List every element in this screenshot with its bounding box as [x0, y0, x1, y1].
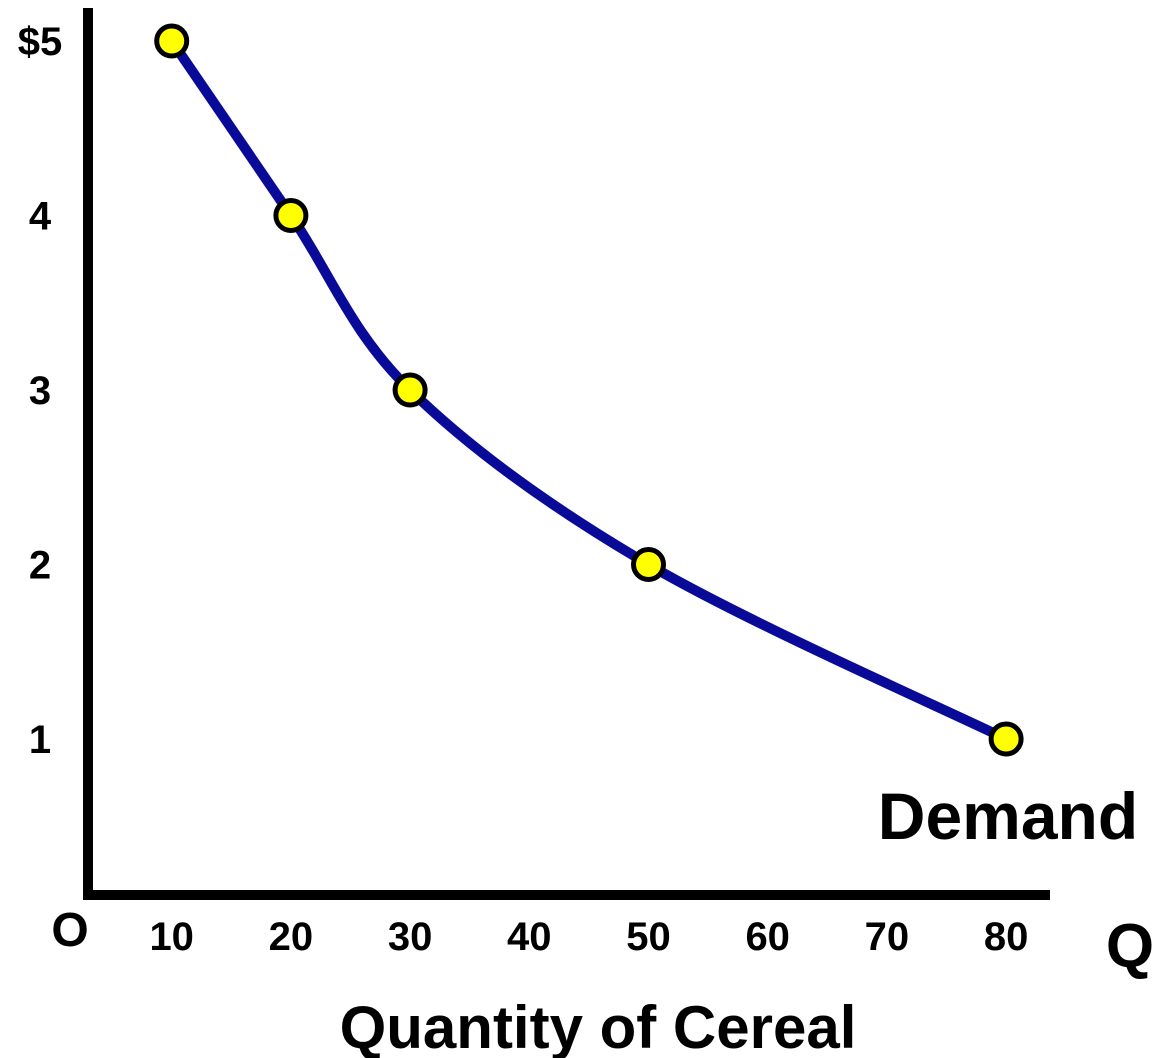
data-point: [276, 201, 306, 231]
x-tick-label: 40: [507, 915, 552, 959]
x-tick-label: 80: [984, 915, 1029, 959]
data-point: [991, 724, 1021, 754]
data-point: [157, 26, 187, 56]
origin-label: O: [51, 904, 88, 957]
x-tick-label: 20: [269, 915, 314, 959]
marker-layer: [157, 26, 1021, 754]
axes: [83, 8, 1050, 895]
demand-curve: [172, 41, 1006, 739]
data-point: [634, 550, 664, 580]
x-tick-label: 50: [626, 915, 671, 959]
x-tick-label: 70: [865, 915, 910, 959]
x-axis-title: Quantity of Cereal: [340, 994, 857, 1058]
y-tick-label: 3: [29, 369, 51, 413]
demand-series-label: Demand: [878, 779, 1138, 853]
curve-layer: [172, 41, 1006, 739]
x-tick-label: 30: [388, 915, 433, 959]
data-point: [395, 375, 425, 405]
y-tick-labels: 1 2 3 4 $5: [18, 20, 63, 762]
x-tick-label: 60: [745, 915, 790, 959]
x-axis-symbol: Q: [1106, 912, 1154, 981]
y-tick-label: 4: [29, 195, 52, 239]
y-tick-label: $5: [18, 20, 63, 64]
x-tick-labels: 10 20 30 40 50 60 70 80: [149, 915, 1028, 959]
x-tick-label: 10: [149, 915, 194, 959]
y-tick-label: 1: [29, 718, 51, 762]
y-tick-label: 2: [29, 544, 51, 588]
